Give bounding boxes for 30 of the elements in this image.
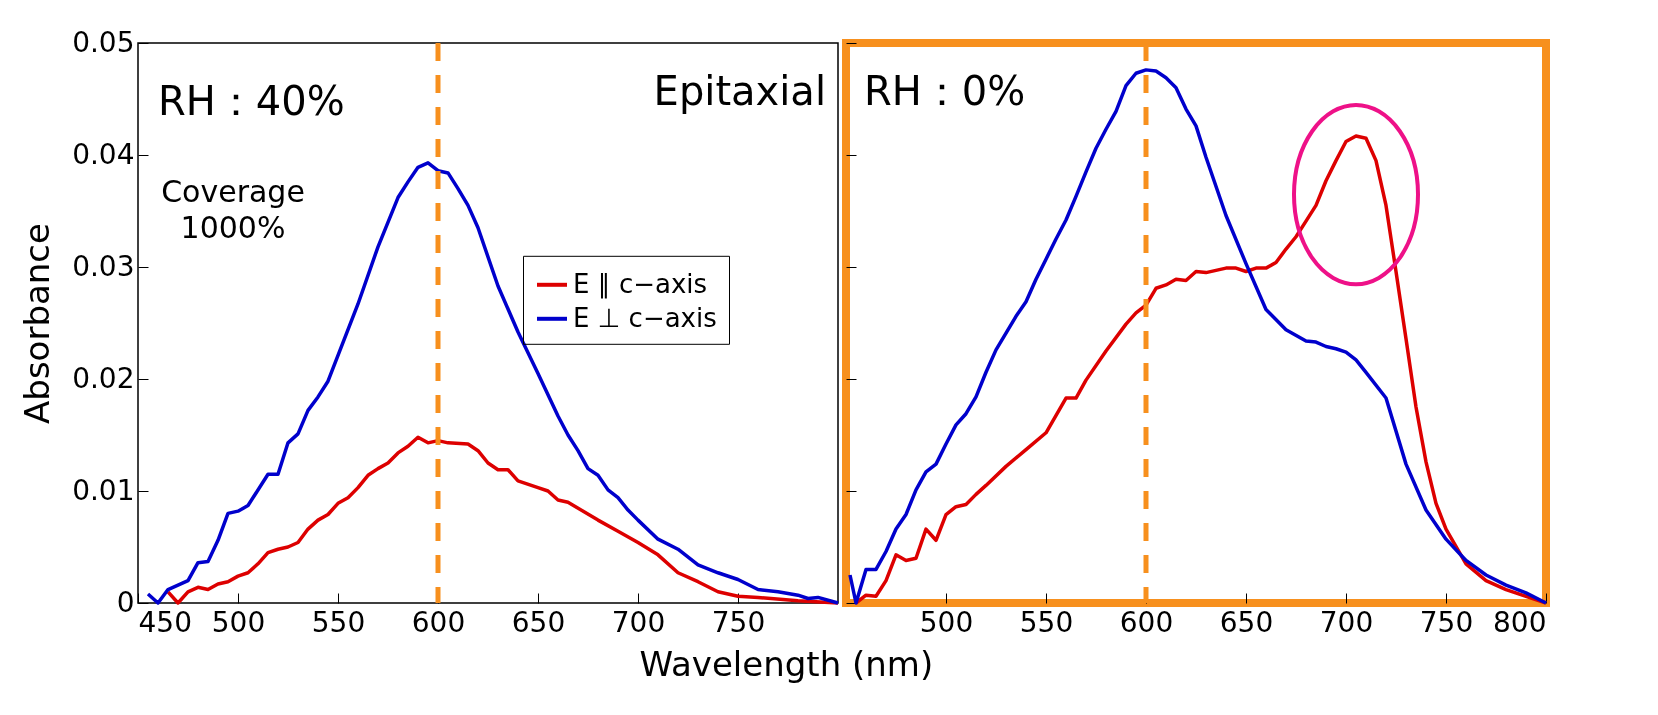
x-tick-label: 750 xyxy=(1419,605,1474,639)
x-tick-label: 600 xyxy=(1119,605,1174,639)
y-tick-label: 0.03 xyxy=(72,249,135,283)
y-axis-title: Absorbance xyxy=(17,223,58,424)
annotation: RH：0% xyxy=(864,68,1026,114)
y-tick-label: 0.02 xyxy=(72,361,135,395)
x-tick-label: 550 xyxy=(1019,605,1074,639)
annotation: Coverage 1000% xyxy=(161,174,305,245)
x-axis-title: Wavelength (nm) xyxy=(639,644,934,684)
x-tick-label: 700 xyxy=(1319,605,1374,639)
legend-label: E ⊥ c−axis xyxy=(573,302,717,333)
annotation: Epitaxial xyxy=(653,68,826,114)
x-tick-label: 650 xyxy=(511,605,566,639)
x-tick-label: 450 xyxy=(138,605,192,639)
y-tick-label: 0.05 xyxy=(72,25,135,59)
x-tick-label: 500 xyxy=(919,605,974,639)
line-series xyxy=(146,161,840,605)
annotation: RH：40% xyxy=(158,78,345,124)
x-tick-label: 800 xyxy=(1493,605,1547,639)
y-tick-label: 0.01 xyxy=(72,473,135,507)
y-tick-label: 0 xyxy=(116,585,135,619)
x-tick-label: 600 xyxy=(411,605,466,639)
legend-label: E ∥ c−axis xyxy=(573,268,708,299)
x-tick-label: 700 xyxy=(611,605,666,639)
x-tick-label: 550 xyxy=(311,605,366,639)
x-tick-label: 650 xyxy=(1219,605,1274,639)
x-tick-label: 750 xyxy=(711,605,766,639)
x-tick-label: 500 xyxy=(211,605,266,639)
line-series xyxy=(166,435,840,605)
y-tick-label: 0.04 xyxy=(72,137,135,171)
